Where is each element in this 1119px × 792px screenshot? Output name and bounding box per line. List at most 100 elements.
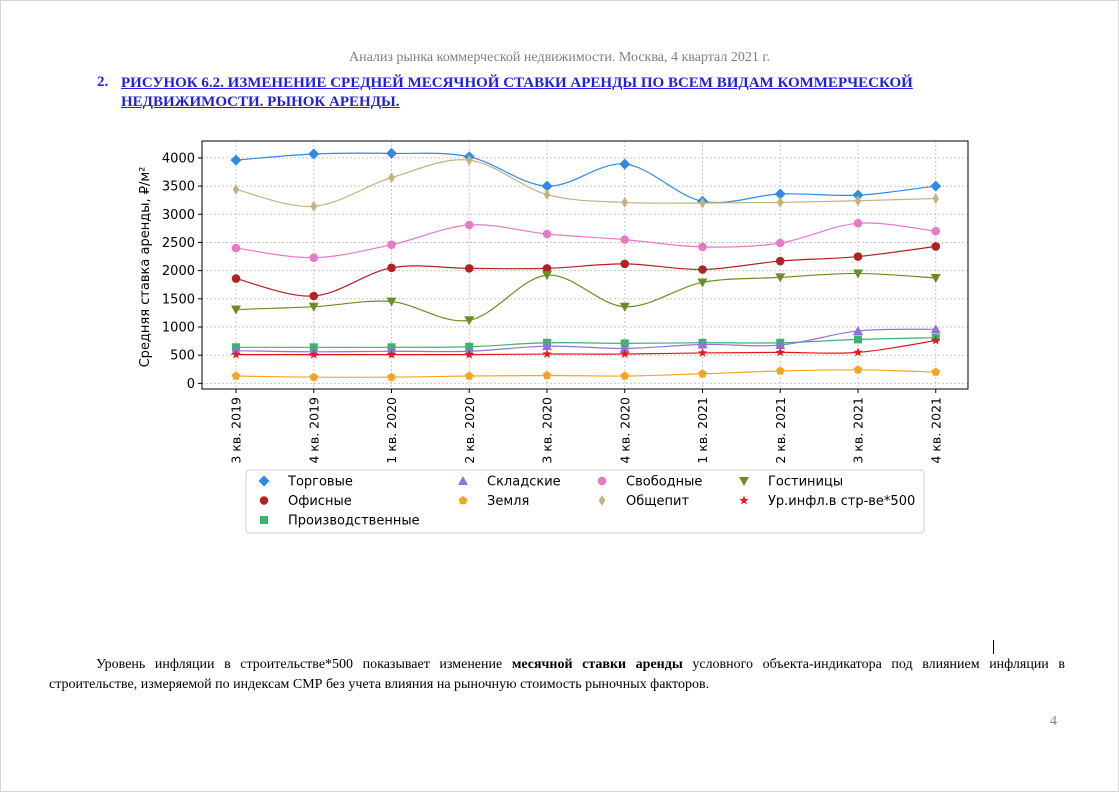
series-4-point: [775, 366, 785, 375]
page-number: 4: [1050, 714, 1057, 729]
series-1-point: [309, 291, 319, 301]
legend-entry: Производственные: [260, 514, 420, 529]
text-cursor: [993, 640, 994, 654]
y-tick-label: 1000: [162, 321, 195, 336]
series-8-point: [697, 347, 708, 357]
series-0-point: [852, 189, 864, 201]
series-6-point: [388, 172, 395, 184]
series-1: [231, 242, 941, 301]
paragraph-bold-term: месячной ставки аренды: [511, 657, 683, 672]
legend-label: Торговые: [287, 475, 353, 490]
series-1-line: [235, 245, 936, 297]
series-8-point: [930, 335, 941, 345]
legend-label: Общепит: [626, 494, 689, 509]
legend-entry: Земля: [458, 494, 529, 509]
legend-marker: [259, 496, 269, 505]
series-7-point: [542, 271, 552, 281]
series-5-point: [620, 235, 630, 244]
y-tick-label: 3000: [162, 208, 195, 223]
y-tick-label: 2000: [162, 264, 195, 279]
y-tick-label: 1500: [162, 292, 195, 307]
series-6-point: [232, 183, 240, 195]
series-7-point: [697, 278, 708, 288]
series-5-point: [231, 243, 241, 253]
series-0-point: [619, 158, 631, 170]
x-tick-label: 3 кв. 2020: [540, 397, 555, 464]
series-4-line: [235, 369, 936, 378]
series-6-line: [235, 159, 936, 208]
series-8-point: [308, 349, 319, 359]
legend-marker: [739, 495, 749, 505]
series-7-point: [853, 269, 863, 279]
series-4: [231, 365, 941, 381]
legend-label: Свободные: [626, 475, 702, 490]
series-4-point: [387, 372, 396, 381]
series-8-point: [386, 349, 397, 359]
series-7-point: [619, 302, 630, 312]
series-1-point: [698, 265, 707, 274]
series-5: [231, 218, 941, 262]
series-8-line: [235, 339, 936, 356]
series-1-point: [387, 263, 396, 273]
legend-label: Гостиницы: [768, 475, 843, 490]
series-7-point: [464, 316, 475, 326]
legend-marker: [258, 475, 270, 487]
series-1-point: [464, 264, 474, 273]
series-1-point: [231, 274, 241, 283]
series-0-point: [774, 188, 786, 200]
series-0-point: [930, 180, 942, 192]
x-tick-label: 4 кв. 2020: [617, 397, 632, 464]
series-3-point: [930, 324, 941, 334]
series-5-point: [698, 242, 707, 252]
y-tick-label: 0: [187, 377, 195, 392]
legend-label: Земля: [487, 494, 529, 509]
y-tick-label: 4000: [162, 151, 195, 166]
series-5-point: [309, 253, 319, 262]
paragraph-text-start: Уровень инфляции в строительстве*500 пок…: [96, 657, 512, 672]
legend-marker: [739, 477, 749, 486]
series-6-point: [854, 195, 862, 207]
series-5-point: [387, 240, 396, 250]
series-8-point: [542, 349, 552, 359]
x-tick-label: 1 кв. 2020: [384, 397, 399, 464]
heading-number: 2.: [97, 74, 109, 90]
series-5-point: [464, 220, 474, 230]
legend-marker: [597, 476, 607, 486]
explanatory-paragraph: Уровень инфляции в строительстве*500 пок…: [49, 655, 1065, 695]
legend-marker: [458, 495, 468, 505]
legend-label: Офисные: [288, 494, 352, 509]
series-7-point: [308, 302, 319, 312]
y-axis-label: Средняя ставка аренды, ₽/м²: [138, 167, 153, 368]
series-3-point: [697, 339, 708, 349]
rent-rate-line-chart: 0 500 1000 1500 2000 2500 3000 3500 4000 3 кв. 20…: [138, 140, 969, 534]
legend-entry: Офисные: [259, 494, 352, 509]
series-4-point: [931, 367, 941, 376]
series-6-point: [932, 192, 940, 204]
series-7-line: [235, 272, 936, 322]
series-5-point: [542, 229, 552, 239]
legend-label: Складские: [487, 475, 561, 490]
x-tick-label: 3 кв. 2021: [851, 397, 866, 464]
series-1-point: [853, 252, 863, 261]
series-1-point: [775, 256, 785, 266]
series-8-point: [853, 347, 863, 357]
series-7-point: [231, 305, 241, 315]
series-4-point: [231, 371, 241, 380]
series-8-point: [619, 349, 630, 359]
series-1-point: [620, 259, 630, 269]
series-7: [231, 269, 941, 326]
x-tick-label: 4 кв. 2021: [928, 397, 943, 464]
series-4-point: [542, 370, 552, 380]
series-0-point: [230, 154, 242, 166]
paragraph-text-end: условного объекта-индикатора под влияние…: [49, 657, 1065, 692]
series-5-point: [931, 226, 941, 236]
running-header: Анализ рынка коммерческой недвижимости. …: [348, 50, 771, 65]
series-1-point: [931, 242, 941, 251]
figure-heading-link[interactable]: РИСУНОК 6.2. ИЗМЕНЕНИЕ СРЕДНЕЙ МЕСЯЧНОЙ …: [121, 75, 913, 110]
series-8-point: [775, 347, 786, 357]
x-tick-label: 4 кв. 2019: [306, 397, 321, 464]
x-tick-label: 3 кв. 2019: [229, 397, 244, 464]
series-1-point: [542, 264, 552, 273]
legend-marker: [260, 516, 268, 524]
y-tick-label: 500: [170, 349, 195, 364]
